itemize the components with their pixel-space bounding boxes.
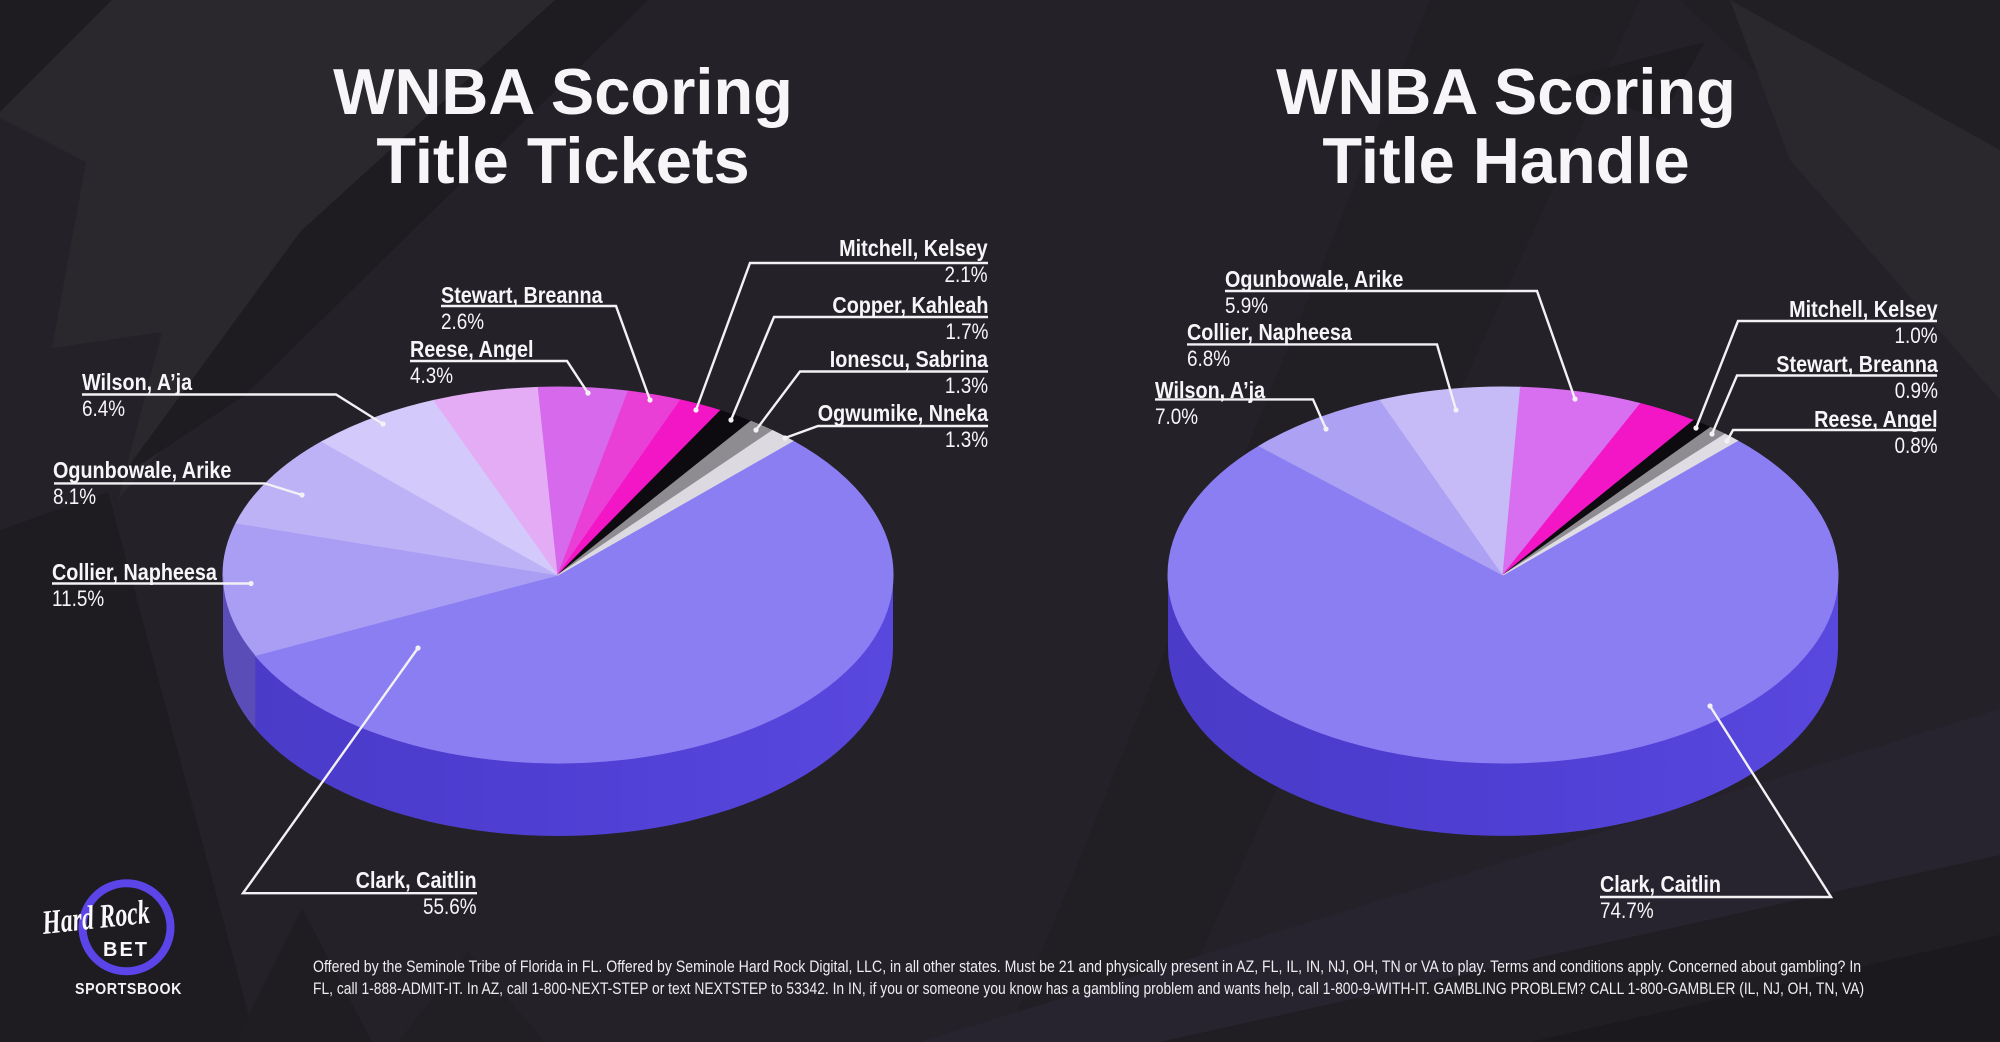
svg-text:Hard Rock: Hard Rock: [40, 894, 152, 942]
svg-text:BET: BET: [103, 939, 149, 961]
